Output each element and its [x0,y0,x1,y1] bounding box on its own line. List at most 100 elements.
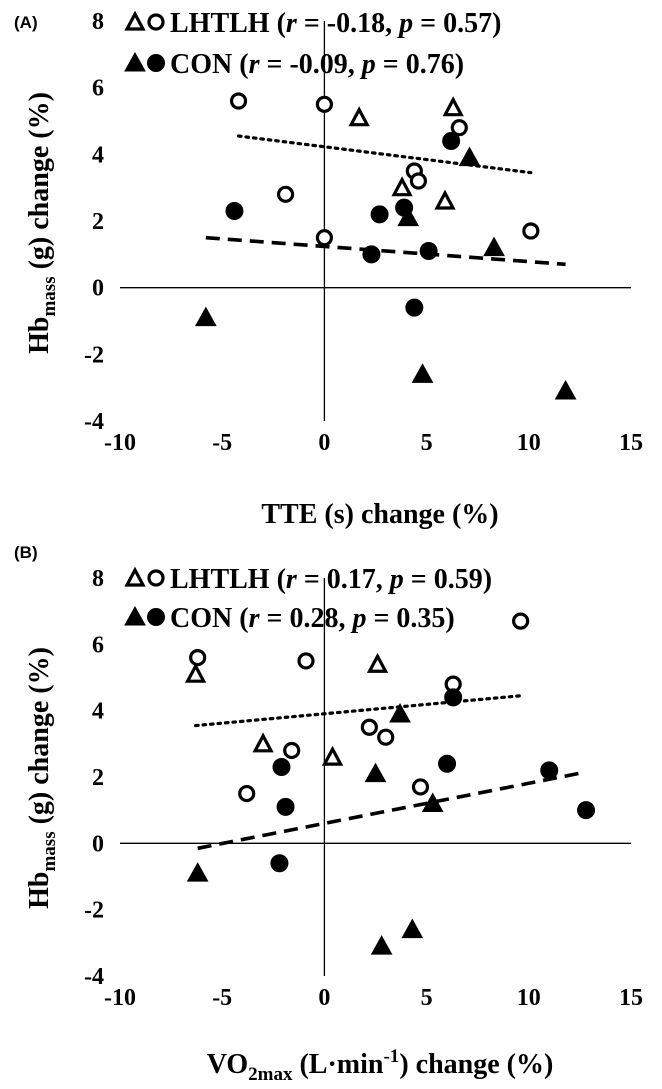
legend-text: CON (r = -0.09, p = 0.76) [170,49,464,80]
filled-triangle-marker [397,206,420,227]
filled-triangle-marker [421,792,444,813]
y-tick-label: -4 [84,409,104,435]
series-con-filled-triangle [186,702,444,955]
open-circle-marker [147,569,165,587]
y-tick-label: 2 [92,209,104,235]
filled-circle-marker [442,132,461,150]
filled-circle-marker [438,754,457,773]
legend-entry-con: CON (r = 0.28, p = 0.35) [124,603,455,634]
y-tick-label: -4 [84,964,104,990]
open-triangle-marker [391,176,413,197]
x-tick-label: 15 [619,985,643,1011]
open-triangle-marker [434,189,456,210]
open-triangle-marker [252,732,274,753]
filled-triangle-marker [554,379,577,400]
open-circle-marker [360,718,378,736]
panel-b: (B) -10 -5 0 5 10 15 -4 -2 0 2 4 6 8 VO2max (L·min-1) … [14,543,643,1085]
y-tick-label: 6 [92,632,104,658]
x-axis-title: VO2max (L·min-1) change (%) [207,1046,554,1084]
y-tick-label: -2 [84,342,104,368]
open-triangle-marker [124,566,146,587]
open-triangle-marker [184,662,207,683]
filled-circle-marker [540,761,559,780]
y-tick-label: 6 [92,76,104,102]
series-con-filled-circle [270,688,596,873]
filled-triangle-marker [124,605,146,626]
x-tick-label: 10 [517,430,541,456]
y-axis-title: Hbmass (g) change (%) [24,647,60,909]
series-con-filled-circle [225,132,461,317]
open-circle-marker [283,741,301,760]
filled-triangle-marker [458,146,481,167]
open-circle-marker [450,119,468,137]
filled-circle-marker [276,797,295,816]
open-triangle-marker [442,96,464,117]
open-triangle-marker [366,652,389,673]
trendline-lhtlh [236,134,533,175]
filled-triangle-marker [389,702,411,723]
filled-circle-marker [405,298,424,317]
filled-triangle-marker [411,363,434,383]
open-circle-marker [238,784,256,803]
series-lhtlh-open-circle [189,612,530,803]
filled-circle-marker [147,608,165,626]
filled-triangle-marker [401,918,424,939]
x-tick-label: 5 [421,985,433,1011]
trendline-lhtlh [194,694,523,728]
open-circle-marker [276,185,295,203]
legend-entry-lhtlh: LHTLH (r = 0.17, p = 0.59) [124,564,492,595]
series-lhtlh-open-circle [229,92,540,247]
filled-circle-marker [370,205,389,224]
open-circle-marker [409,172,428,190]
panel-a: (A) -10 -5 0 5 10 15 -4 -2 0 2 4 6 8 TTE (s) change (%… [14,8,643,530]
filled-triangle-marker [124,51,146,72]
panel-label: (A) [14,13,38,32]
y-tick-label: 2 [92,765,104,791]
filled-triangle-marker [483,236,505,257]
trendline-con [205,235,566,267]
filled-circle-marker [395,198,414,217]
open-circle-marker [522,222,540,240]
x-tick-label: 0 [318,430,330,456]
filled-circle-marker [419,242,438,260]
x-tick-label: 10 [517,985,541,1011]
x-axis-title: TTE (s) change (%) [261,499,498,530]
open-circle-marker [315,95,333,113]
y-tick-label: 8 [92,9,104,35]
filled-circle-marker [272,758,291,777]
legend-text: CON (r = 0.28, p = 0.35) [170,603,455,634]
filled-triangle-marker [364,762,387,783]
series-con-filled-triangle [194,146,577,400]
filled-triangle-marker [186,862,209,882]
open-circle-marker [147,13,165,31]
y-tick-label: 0 [92,831,104,857]
x-tick-label: -5 [212,430,232,456]
filled-circle-marker [362,245,381,264]
legend-text: LHTLH (r = -0.18, p = 0.57) [170,8,501,39]
legend-text: LHTLH (r = 0.17, p = 0.59) [170,564,492,595]
open-circle-marker [315,229,333,247]
series-lhtlh-open-triangle [348,96,464,210]
open-triangle-marker [124,10,146,31]
legend-entry-con: CON (r = -0.09, p = 0.76) [124,49,464,80]
legend-entry-lhtlh: LHTLH (r = -0.18, p = 0.57) [124,8,501,39]
y-tick-label: 4 [92,142,104,168]
filled-circle-marker [270,854,289,873]
x-tick-label: -5 [212,985,232,1011]
filled-circle-marker [577,801,596,820]
filled-circle-marker [444,688,463,707]
open-circle-marker [229,92,248,110]
x-tick-label: 0 [318,985,330,1011]
y-tick-label: -2 [84,898,104,924]
x-tick-label: -10 [104,430,136,456]
open-triangle-marker [321,745,344,766]
y-tick-label: 4 [92,699,104,725]
y-tick-label: 8 [92,566,104,592]
open-circle-marker [512,612,530,630]
x-tick-label: 5 [421,430,433,456]
x-tick-label: -10 [104,985,136,1011]
filled-triangle-marker [370,935,393,955]
panel-label: (B) [14,543,38,562]
